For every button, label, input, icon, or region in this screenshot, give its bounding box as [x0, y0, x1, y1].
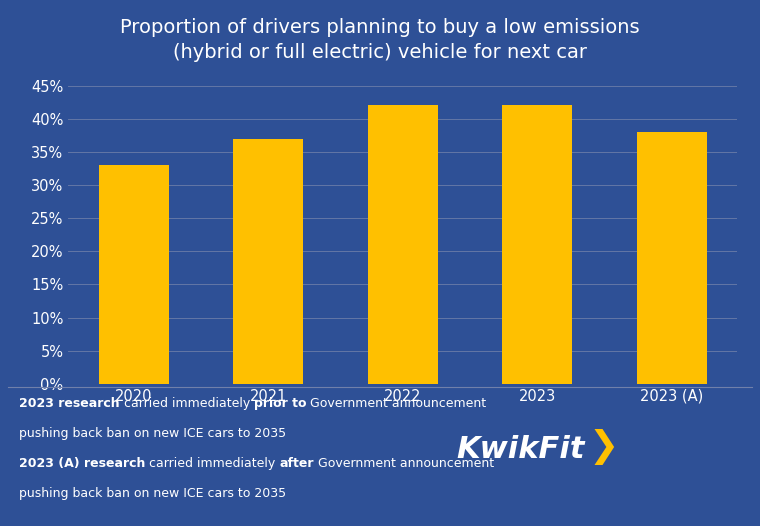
Text: 2023 research: 2023 research [19, 397, 119, 410]
Text: 2023 (A) research: 2023 (A) research [19, 457, 145, 470]
Bar [637, 132, 707, 384]
Text: pushing back ban on new ICE cars to 2035: pushing back ban on new ICE cars to 2035 [19, 487, 286, 500]
Text: Proportion of drivers planning to buy a low emissions
(hybrid or full electric) : Proportion of drivers planning to buy a … [120, 18, 640, 63]
Bar [368, 105, 438, 384]
Text: after: after [280, 457, 314, 470]
Text: pushing back ban on new ICE cars to 2035: pushing back ban on new ICE cars to 2035 [19, 427, 286, 440]
Text: KwikFit: KwikFit [456, 435, 584, 464]
Text: carried immediately: carried immediately [145, 457, 280, 470]
Text: Government announcement: Government announcement [314, 457, 494, 470]
Text: carried immediately: carried immediately [119, 397, 254, 410]
Text: ❯: ❯ [588, 429, 619, 465]
Bar [233, 138, 303, 384]
Bar [502, 105, 572, 384]
Bar [99, 165, 169, 384]
Text: prior to: prior to [254, 397, 306, 410]
Text: Government announcement: Government announcement [306, 397, 486, 410]
